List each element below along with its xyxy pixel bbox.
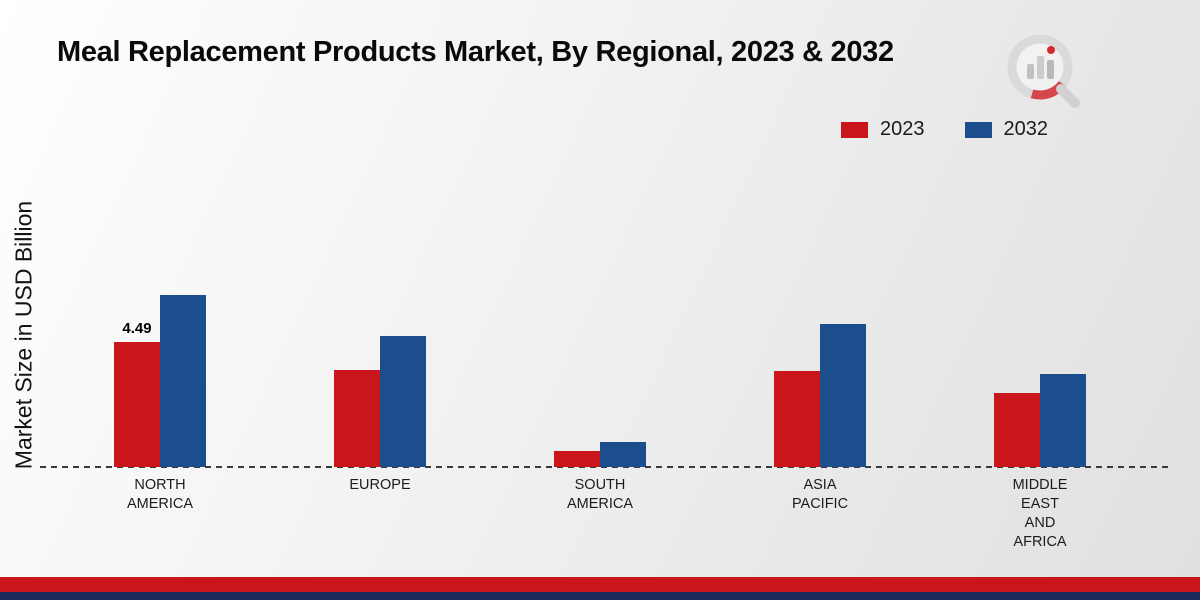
bar-2032-asia-pacific [820,324,866,467]
bar-2032-europe [380,336,426,467]
category-label-asia-pacific: ASIA PACIFIC [791,477,849,513]
category-label-north-america: NORTH AMERICA [126,477,194,513]
bar-2023-europe [334,370,380,467]
category-label-middle-east-and-africa: MIDDLE EAST AND AFRICA [1012,477,1068,551]
legend-swatch-icon [841,121,868,138]
bar-2023-middle-east-and-africa [994,393,1040,467]
legend-label: 2023 [880,118,925,140]
plot-area: NORTH AMERICA EUROPE SOUTH AMERICA ASIA PAC… [40,227,1168,550]
bar-2023-north-america [114,342,160,467]
bar-2023-south-america [554,451,600,467]
legend-label: 2032 [1003,118,1049,140]
bar-2032-south-america [600,442,646,467]
footer-navy-bar [0,592,1200,600]
footer-red-bar [0,577,1200,592]
bar-2032-middle-east-and-africa [1040,374,1086,467]
bar-2032-north-america [160,295,206,467]
bar-group-north-america [114,295,206,467]
legend-item-2032: 2032 [964,118,1049,141]
legend-item-2023: 2023 [841,118,925,141]
category-label-europe: EUROPE [349,477,411,493]
y-axis-label: Market Size in USD Billion [10,200,37,470]
legend: 2023 2032 [841,118,1048,141]
bar-group-middle-east-and-africa [994,374,1086,467]
bar-2023-asia-pacific [774,371,820,467]
bar-value-label: 4.49 [122,320,152,337]
brand-logo-icon [996,30,1088,112]
category-label-south-america: SOUTH AMERICA [566,477,634,513]
legend-swatch-icon [964,121,992,138]
x-axis-line [40,466,1168,468]
chart-title: Meal Replacement Products Market, By Reg… [57,36,894,68]
bar-group-south-america [554,442,646,467]
bar-group-asia-pacific [774,324,866,467]
bar-group-europe [334,336,426,467]
